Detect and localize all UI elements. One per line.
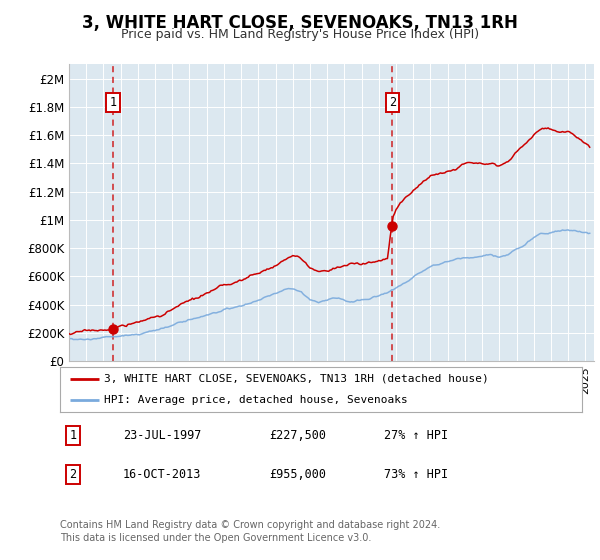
Text: HPI: Average price, detached house, Sevenoaks: HPI: Average price, detached house, Seve…: [104, 394, 408, 404]
Text: 27% ↑ HPI: 27% ↑ HPI: [383, 429, 448, 442]
Text: 1: 1: [109, 96, 116, 109]
Text: This data is licensed under the Open Government Licence v3.0.: This data is licensed under the Open Gov…: [60, 533, 371, 543]
Text: 16-OCT-2013: 16-OCT-2013: [122, 468, 201, 481]
Text: 1: 1: [70, 429, 77, 442]
Text: 23-JUL-1997: 23-JUL-1997: [122, 429, 201, 442]
Text: £227,500: £227,500: [269, 429, 326, 442]
Text: Price paid vs. HM Land Registry's House Price Index (HPI): Price paid vs. HM Land Registry's House …: [121, 28, 479, 41]
Text: £955,000: £955,000: [269, 468, 326, 481]
Text: 73% ↑ HPI: 73% ↑ HPI: [383, 468, 448, 481]
Text: Contains HM Land Registry data © Crown copyright and database right 2024.: Contains HM Land Registry data © Crown c…: [60, 520, 440, 530]
Text: 3, WHITE HART CLOSE, SEVENOAKS, TN13 1RH (detached house): 3, WHITE HART CLOSE, SEVENOAKS, TN13 1RH…: [104, 374, 489, 384]
Text: 2: 2: [70, 468, 77, 481]
Text: 2: 2: [389, 96, 396, 109]
Text: 3, WHITE HART CLOSE, SEVENOAKS, TN13 1RH: 3, WHITE HART CLOSE, SEVENOAKS, TN13 1RH: [82, 14, 518, 32]
